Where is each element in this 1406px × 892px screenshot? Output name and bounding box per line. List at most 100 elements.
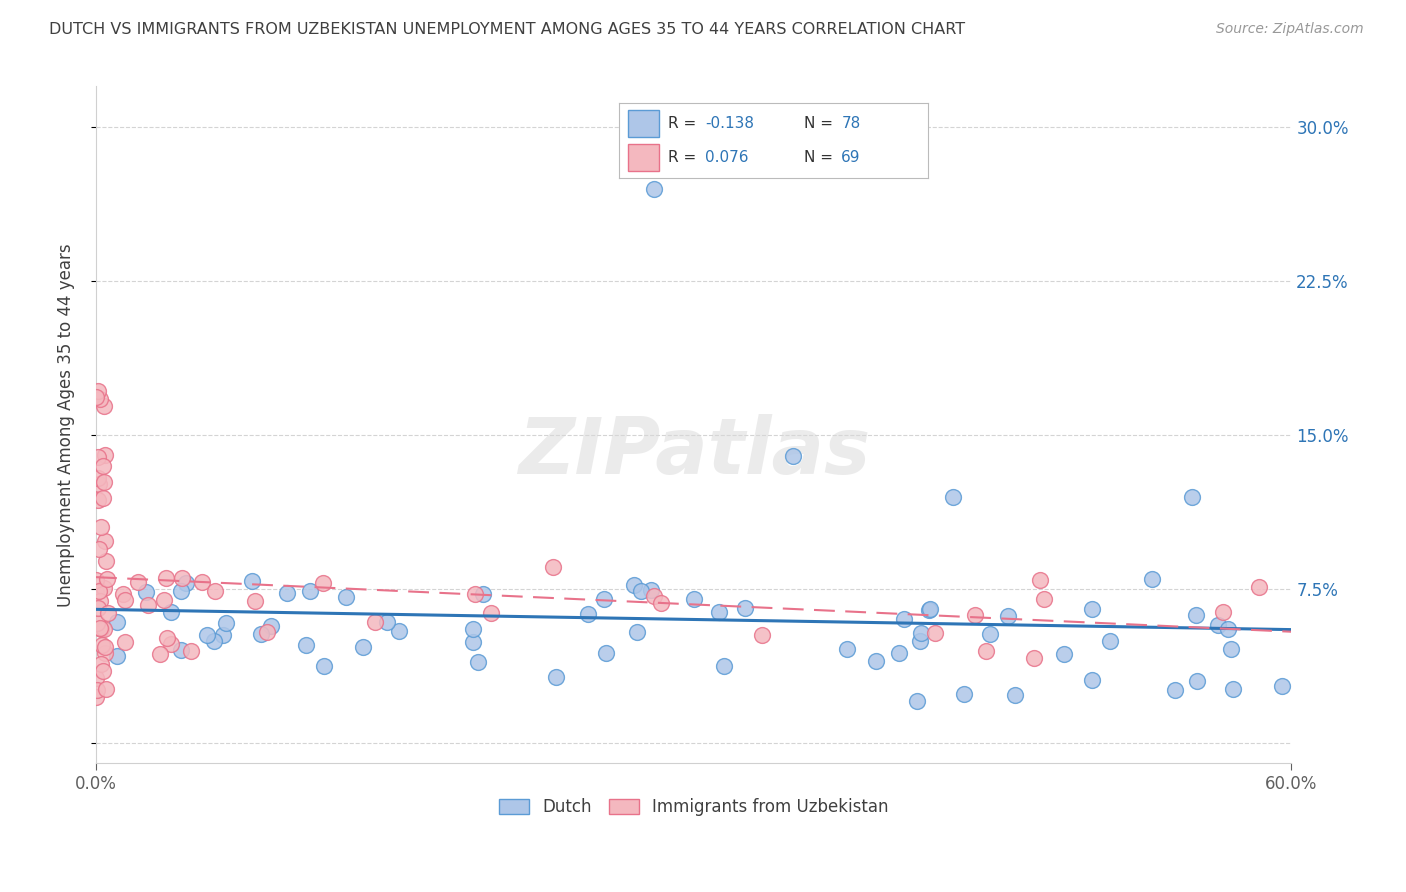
Point: [1212, 605, 1234, 619]
Point: [84, 573, 107, 587]
Point: [87, 477, 110, 491]
Text: N =: N =: [804, 116, 838, 131]
Point: [202, 634, 225, 648]
Point: [243, 594, 266, 608]
Point: [91, 459, 114, 474]
Text: 69: 69: [841, 150, 860, 165]
Point: [90, 638, 112, 652]
Point: [893, 612, 915, 626]
Text: R =: R =: [668, 150, 702, 165]
Point: [707, 605, 730, 619]
Point: [650, 595, 672, 609]
Point: [86, 690, 108, 704]
Point: [256, 624, 278, 639]
Point: [461, 622, 484, 636]
Point: [643, 589, 665, 603]
Point: [314, 658, 336, 673]
Point: [90, 657, 112, 671]
Point: [204, 584, 226, 599]
Point: [1140, 572, 1163, 586]
Point: [94, 681, 117, 696]
Point: [1099, 633, 1122, 648]
Point: [782, 449, 804, 463]
Point: [211, 628, 233, 642]
Point: [974, 644, 997, 658]
Point: [924, 626, 946, 640]
Point: [1029, 573, 1052, 587]
Text: 0.076: 0.076: [706, 150, 749, 165]
Point: [89, 584, 111, 599]
Point: [467, 656, 489, 670]
Point: [1081, 673, 1104, 688]
Bar: [628, 145, 659, 171]
Point: [388, 624, 411, 638]
Point: [215, 615, 238, 630]
Point: [1219, 641, 1241, 656]
Point: [751, 628, 773, 642]
Point: [541, 559, 564, 574]
Point: [90, 622, 112, 636]
Point: [91, 665, 114, 679]
Text: 78: 78: [841, 116, 860, 131]
Point: [479, 606, 502, 620]
Point: [276, 586, 298, 600]
Point: [250, 627, 273, 641]
Point: [364, 615, 387, 629]
Point: [295, 638, 318, 652]
Point: [93, 399, 115, 413]
Point: [93, 534, 115, 549]
Point: [865, 654, 887, 668]
Point: [90, 520, 112, 534]
Point: [86, 616, 108, 631]
Point: [89, 392, 111, 406]
Point: [299, 584, 322, 599]
Point: [1032, 591, 1054, 606]
Point: [461, 635, 484, 649]
Point: [89, 594, 111, 608]
Point: [86, 584, 108, 599]
Text: DUTCH VS IMMIGRANTS FROM UZBEKISTAN UNEMPLOYMENT AMONG AGES 35 TO 44 YEARS CORRE: DUTCH VS IMMIGRANTS FROM UZBEKISTAN UNEM…: [49, 22, 966, 37]
Text: Source: ZipAtlas.com: Source: ZipAtlas.com: [1216, 22, 1364, 37]
Point: [135, 584, 157, 599]
Point: [89, 621, 111, 635]
Point: [1081, 602, 1104, 616]
Point: [93, 475, 115, 490]
Point: [180, 644, 202, 658]
Point: [86, 384, 108, 399]
Point: [1222, 682, 1244, 697]
Point: [86, 471, 108, 485]
Point: [953, 687, 976, 701]
Point: [138, 599, 160, 613]
Point: [630, 584, 652, 599]
Point: [159, 636, 181, 650]
Point: [156, 631, 179, 645]
Text: ZIPatlas: ZIPatlas: [517, 414, 870, 490]
Point: [84, 672, 107, 686]
Point: [1271, 679, 1294, 693]
Point: [920, 602, 942, 616]
Point: [111, 586, 134, 600]
Y-axis label: Unemployment Among Ages 35 to 44 years: Unemployment Among Ages 35 to 44 years: [58, 243, 75, 607]
Point: [149, 648, 172, 662]
Point: [114, 593, 136, 607]
Point: [86, 390, 108, 404]
Point: [1247, 580, 1270, 594]
Text: R =: R =: [668, 116, 702, 131]
Point: [1164, 682, 1187, 697]
Point: [312, 576, 335, 591]
Point: [1185, 673, 1208, 688]
Point: [153, 592, 176, 607]
Point: [375, 615, 398, 630]
Point: [734, 600, 756, 615]
Point: [105, 615, 128, 629]
Point: [86, 683, 108, 698]
Point: [197, 628, 219, 642]
Point: [191, 575, 214, 590]
Point: [335, 591, 357, 605]
Point: [105, 649, 128, 664]
Point: [94, 646, 117, 660]
Point: [240, 574, 263, 589]
Point: [640, 583, 662, 598]
Point: [93, 622, 115, 636]
Point: [595, 646, 617, 660]
